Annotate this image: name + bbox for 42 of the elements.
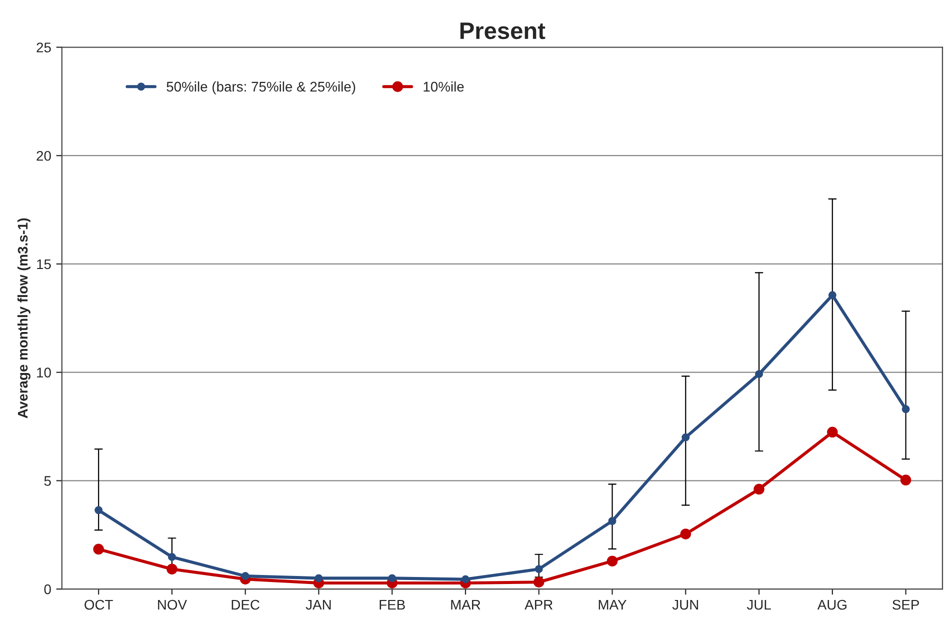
point xyxy=(680,528,692,540)
point xyxy=(606,556,618,566)
point xyxy=(166,564,178,574)
legend-label: 10%ile xyxy=(424,81,464,92)
x-tick-label: JAN xyxy=(306,600,331,610)
chart-title: Present xyxy=(460,22,546,40)
point xyxy=(827,426,838,438)
y-tick-label: 25 xyxy=(36,42,51,52)
point xyxy=(534,565,543,574)
x-tick-label: NOV xyxy=(158,600,187,610)
y-tick-label: 10 xyxy=(37,368,51,378)
x-tick-label: MAR xyxy=(451,600,480,610)
point xyxy=(608,517,616,525)
point xyxy=(755,370,764,378)
x-tick-label: FEB xyxy=(380,600,405,610)
x-tick-label: AUG xyxy=(817,600,846,610)
point xyxy=(388,574,396,582)
y-tick-label: 0 xyxy=(44,584,51,594)
legend-label: 50%ile (bars: 75%ile & 25%ile) xyxy=(166,81,356,94)
point xyxy=(900,474,912,486)
x-tick-label: DEC xyxy=(232,600,260,610)
y-tick-label: 15 xyxy=(37,259,51,270)
point xyxy=(902,405,910,414)
point xyxy=(461,575,470,584)
x-tick-label: JUL xyxy=(746,600,771,610)
point xyxy=(241,572,250,580)
point xyxy=(754,484,764,495)
x-tick-label: OCT xyxy=(84,600,113,610)
x-tick-label: JUN xyxy=(672,600,698,610)
x-tick-label: SEP xyxy=(892,600,919,610)
x-tick-label: APR xyxy=(524,600,553,610)
point xyxy=(314,574,323,582)
point xyxy=(168,552,176,561)
y-tick-label: 5 xyxy=(44,476,51,486)
x-tick-label: MAY xyxy=(598,600,626,610)
point xyxy=(682,433,690,442)
y-tick-label: 20 xyxy=(36,150,51,161)
y-axis-title: Average monthly flow (m3.s-1) xyxy=(17,218,30,418)
point xyxy=(828,291,836,300)
point xyxy=(94,506,103,514)
point xyxy=(93,544,104,555)
point xyxy=(533,576,544,588)
